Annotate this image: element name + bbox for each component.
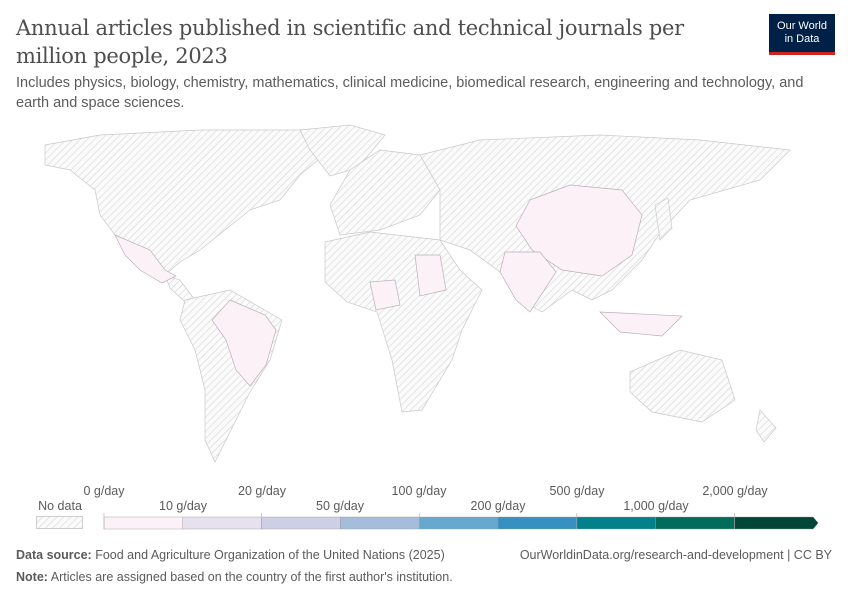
legend-label: 50 g/day [316,499,364,513]
legend-label: 1,000 g/day [623,499,689,513]
country-indonesia[interactable] [599,311,683,337]
note-label: Note: [16,570,48,584]
legend-label: 200 g/day [470,499,526,513]
legend-label: 10 g/day [159,499,207,513]
legend-bin[interactable] [497,516,578,530]
legend-no-data-label: No data [38,499,82,513]
legend-bin[interactable] [103,516,184,530]
country-china[interactable] [515,184,643,277]
north-america[interactable] [44,129,331,276]
africa[interactable] [324,231,483,413]
legend-bin[interactable] [655,516,735,530]
legend-color-bar [103,513,819,530]
source-url[interactable]: OurWorldinData.org/research-and-developm… [519,548,832,562]
chart-title: Annual articles published in scientific … [16,16,684,68]
legend-label: 2,000 g/day [702,484,768,498]
legend-label: 500 g/day [549,484,605,498]
color-legend: No data 0 g/day 20 g/day 100 g/day 500 g… [0,480,850,530]
legend-bin[interactable] [734,516,819,530]
logo-line-1: Our World [777,20,827,32]
note: Note: Articles are assigned based on the… [16,570,453,584]
australia[interactable] [629,349,736,423]
country-mexico[interactable] [114,234,177,284]
legend-label: 100 g/day [391,484,447,498]
legend-no-data-swatch[interactable] [36,516,84,530]
owid-logo[interactable]: Our World in Data [769,14,835,55]
legend-label: 20 g/day [238,484,286,498]
legend-bin[interactable] [576,516,656,530]
country-brazil[interactable] [211,299,277,387]
new-zealand[interactable] [755,409,777,443]
data-source: Data source: Food and Agriculture Organi… [16,548,445,562]
country-sudan[interactable] [414,254,447,297]
legend-bin[interactable] [182,516,262,530]
legend-bin[interactable] [419,516,499,530]
country-nigeria[interactable] [369,279,401,311]
chart-subtitle: Includes physics, biology, chemistry, ma… [16,75,804,111]
japan[interactable] [654,197,673,241]
source-label: Data source: [16,548,92,562]
legend-bin[interactable] [340,516,420,530]
source-text: Food and Agriculture Organization of the… [95,548,445,562]
legend-bin[interactable] [261,516,341,530]
legend-label: 0 g/day [83,484,125,498]
country-india[interactable] [499,251,557,313]
world-map [44,124,791,463]
logo-line-2: in Data [784,33,820,45]
note-text: Articles are assigned based on the count… [50,570,453,584]
